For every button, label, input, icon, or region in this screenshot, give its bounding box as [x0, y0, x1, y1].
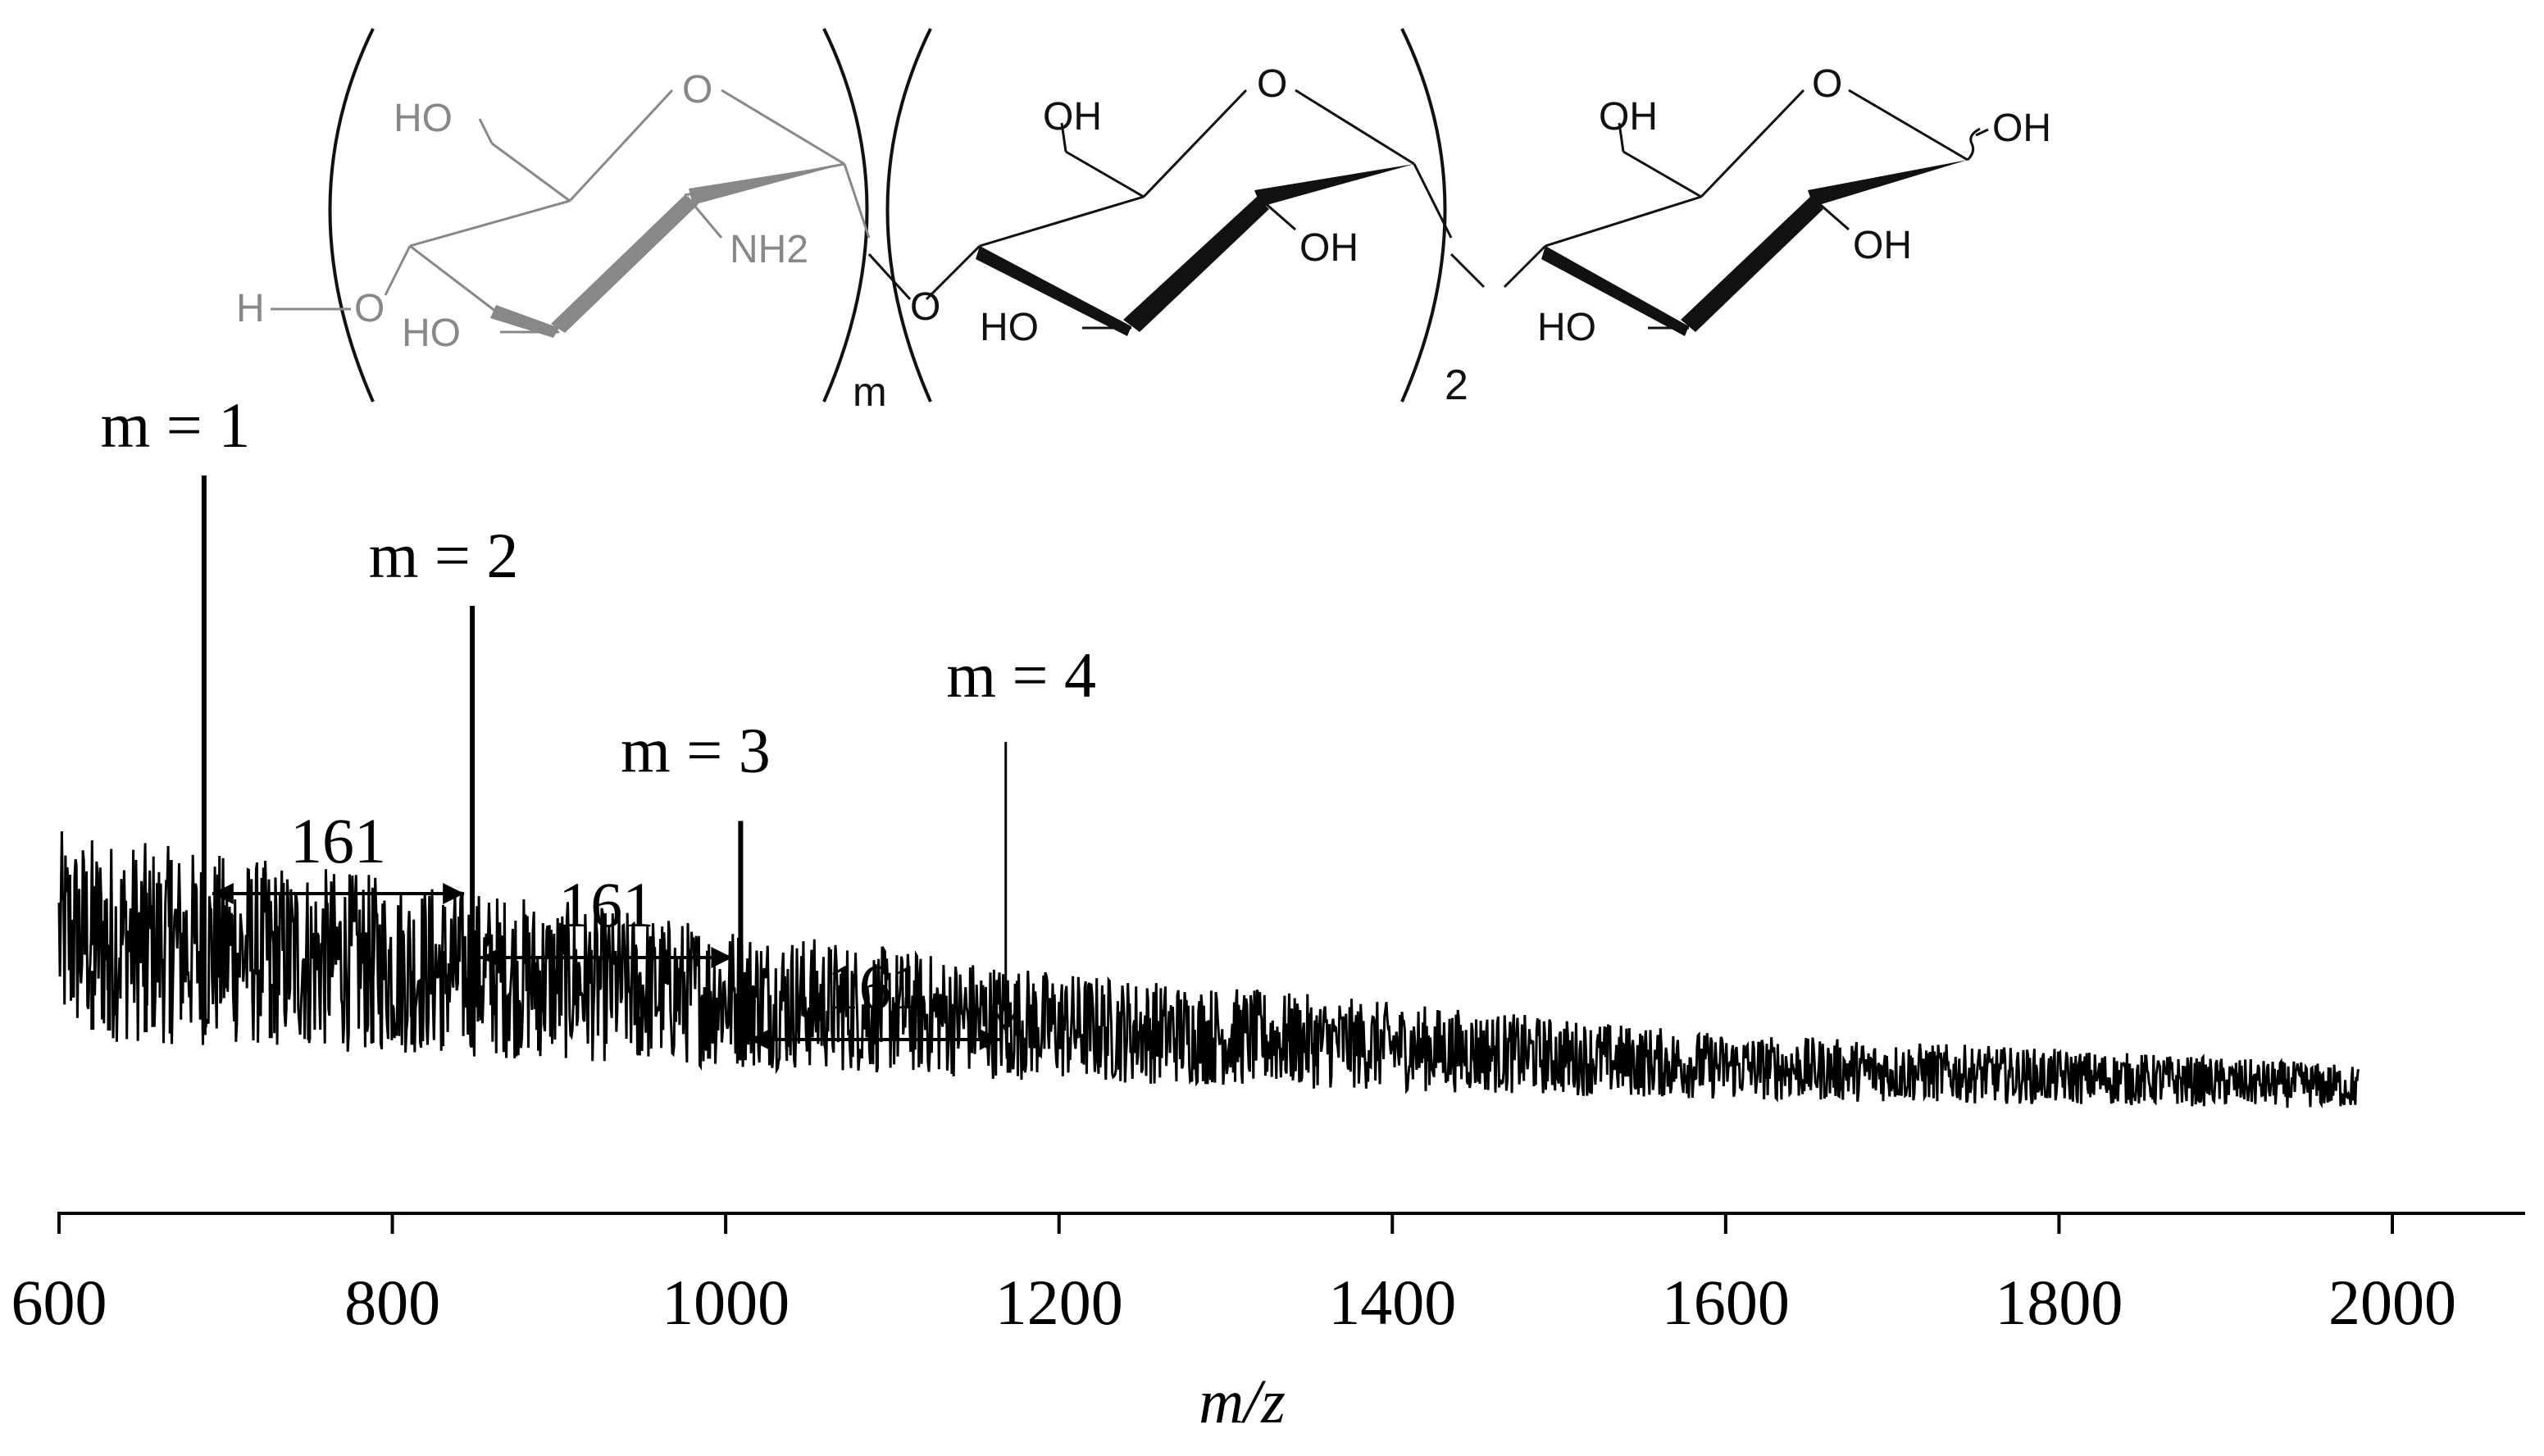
- glucosamine-labels: O HO NH2 H O HO: [236, 68, 808, 355]
- x-tick-label: 1800: [1995, 1267, 2123, 1338]
- spectrum-noise: [57, 830, 2360, 1108]
- peak-label: m = 3: [621, 714, 771, 785]
- glucose-labels-3: O OH OH OH HO: [1537, 62, 2051, 349]
- peak-label: m = 2: [369, 520, 519, 591]
- label-ho-ring-1: HO: [402, 312, 461, 355]
- glucose-ring-2: [925, 89, 1486, 336]
- bracket-left-1: [328, 28, 375, 403]
- label-o-link-1: O: [354, 287, 385, 330]
- label-o-link-2: O: [910, 285, 940, 329]
- mass-difference-arrow: 161: [212, 805, 465, 904]
- x-tick-label: 1200: [995, 1267, 1123, 1338]
- glucose-labels-2: O OH OH HO O: [910, 62, 1358, 349]
- label-ho-3: HO: [1537, 306, 1596, 349]
- subscript-m: m: [853, 369, 887, 415]
- peak-label: m = 4: [946, 639, 1096, 711]
- spectrum-plot: m = 1 m = 2 m = 3 m = 4 161 161 161 600 800 100…: [11, 389, 2525, 1436]
- mass-difference-annotations: 161 161 161: [212, 805, 1001, 1050]
- x-tick-label: 1000: [662, 1267, 790, 1338]
- x-tick-label: 800: [344, 1267, 440, 1338]
- x-tick-label: 1400: [1328, 1267, 1456, 1338]
- glucosamine-ring: [384, 89, 912, 338]
- label-oh-ch2-3: OH: [1599, 95, 1658, 139]
- bracket-left-2: [885, 28, 932, 403]
- label-oh-3: OH: [1853, 224, 1912, 267]
- label-nh2: NH2: [730, 228, 808, 271]
- peak-label: m = 1: [101, 389, 251, 461]
- bracket-right-1: [822, 28, 869, 403]
- label-oh-2: OH: [1299, 226, 1358, 270]
- glucose-ring-3: [1503, 89, 1989, 336]
- mass-difference-arrow: 161: [749, 951, 1001, 1050]
- x-tick-label: 1600: [1662, 1267, 1790, 1338]
- x-tick-label: 2000: [2328, 1267, 2456, 1338]
- label-ho-2: HO: [980, 306, 1039, 349]
- spectrum-peaks: [90, 475, 1012, 1073]
- x-axis: 600 800 1000 1200 1400 1600 1800 2000: [11, 1212, 2525, 1338]
- chemical-structure: m 2 O HO NH2 H O: [236, 28, 2051, 415]
- label-oh-anomeric: OH: [1992, 107, 2051, 150]
- x-axis-label: m/z: [1199, 1367, 1286, 1436]
- label-h: H: [236, 287, 265, 330]
- label-oh-ch2-2: OH: [1043, 95, 1102, 139]
- mass-difference-label: 161: [558, 869, 654, 940]
- subscript-2: 2: [1445, 362, 1468, 409]
- peak-labels: m = 1 m = 2 m = 3 m = 4: [101, 389, 1096, 1033]
- mass-difference-label: 161: [290, 805, 386, 876]
- mass-difference-arrow: 161: [480, 869, 733, 968]
- mass-difference-label: 161: [827, 951, 923, 1022]
- ring-oxygen-1: O: [682, 68, 712, 111]
- m4-arrow: [991, 742, 1021, 1033]
- ring-oxygen-3: O: [1812, 62, 1842, 106]
- ring-oxygen-2: O: [1257, 62, 1287, 106]
- x-tick-label: 600: [11, 1267, 107, 1338]
- label-ho-ch2-1: HO: [394, 97, 453, 140]
- bracket-right-2: [1400, 28, 1447, 403]
